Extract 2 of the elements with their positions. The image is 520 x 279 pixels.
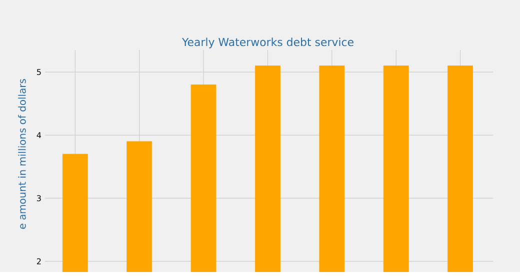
y-axis-title: e amount in millions of dollars — [18, 79, 26, 229]
chart-title: Yearly Waterworks debt service — [182, 38, 354, 48]
